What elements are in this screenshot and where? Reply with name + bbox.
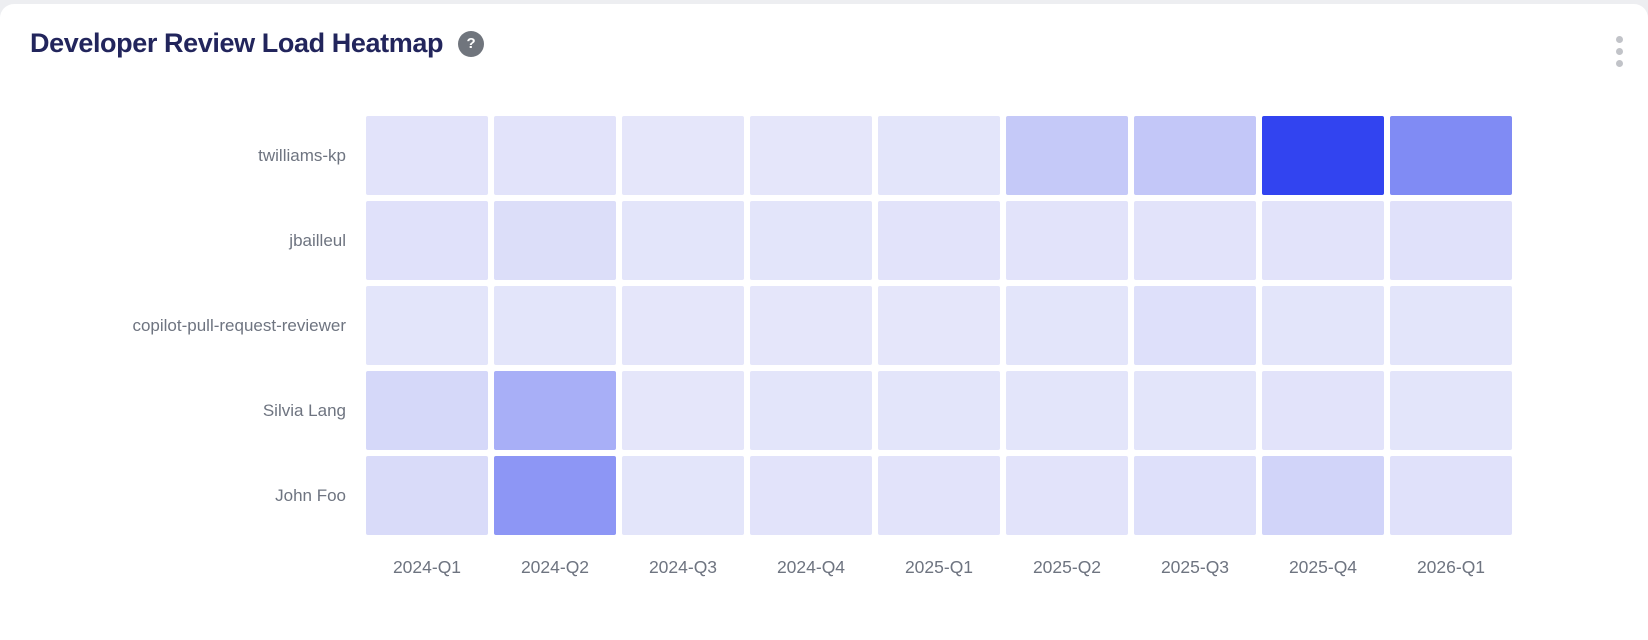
y-axis-label: jbailleul xyxy=(289,230,346,250)
heatmap-cell[interactable] xyxy=(1006,371,1128,450)
heatmap-cell[interactable] xyxy=(1390,371,1512,450)
heatmap-cell[interactable] xyxy=(1390,286,1512,365)
y-axis-label: twilliams-kp xyxy=(258,145,346,165)
heatmap-cell[interactable] xyxy=(878,116,1000,195)
heatmap-cell[interactable] xyxy=(1006,456,1128,535)
heatmap-cell[interactable] xyxy=(366,201,488,280)
heatmap-cell[interactable] xyxy=(622,456,744,535)
y-axis-label: Silvia Lang xyxy=(262,400,346,420)
heatmap-cell[interactable] xyxy=(750,201,872,280)
heatmap-cell[interactable] xyxy=(1390,116,1512,195)
heatmap-cell[interactable] xyxy=(622,116,744,195)
heatmap-cell[interactable] xyxy=(494,371,616,450)
kebab-dot xyxy=(1616,60,1623,67)
heatmap-cell[interactable] xyxy=(750,286,872,365)
x-axis-spacer xyxy=(0,541,360,563)
heatmap-cell[interactable] xyxy=(622,201,744,280)
x-axis-label: 2025-Q4 xyxy=(1288,557,1358,577)
kebab-menu-icon[interactable] xyxy=(1614,34,1625,69)
kebab-dot xyxy=(1616,36,1623,43)
heatmap-cell[interactable] xyxy=(750,456,872,535)
heatmap-cell[interactable] xyxy=(1262,456,1384,535)
x-axis-label: 2026-Q1 xyxy=(1416,557,1486,577)
heatmap-cell[interactable] xyxy=(366,286,488,365)
heatmap-cell[interactable] xyxy=(1390,456,1512,535)
heatmap-cell[interactable] xyxy=(1134,456,1256,535)
heatmap-cell[interactable] xyxy=(1134,286,1256,365)
heatmap-cell[interactable] xyxy=(750,371,872,450)
heatmap-cell[interactable] xyxy=(1134,371,1256,450)
heatmap-grid: twilliams-kp jbailleul copilot-pull-reques… xyxy=(0,116,1518,620)
x-axis-label: 2025-Q1 xyxy=(904,557,974,577)
heatmap-cell[interactable] xyxy=(366,371,488,450)
x-axis-label: 2025-Q3 xyxy=(1160,557,1230,577)
x-axis-label: 2024-Q1 xyxy=(392,557,462,577)
heatmap-cell[interactable] xyxy=(878,286,1000,365)
x-axis-label: 2024-Q2 xyxy=(520,557,590,577)
y-axis-label: copilot-pull-request-reviewer xyxy=(132,315,346,335)
heatmap-cell[interactable] xyxy=(1006,201,1128,280)
heatmap-cell[interactable] xyxy=(878,371,1000,450)
heatmap-cell[interactable] xyxy=(494,201,616,280)
heatmap-cell[interactable] xyxy=(1262,116,1384,195)
heatmap-cell[interactable] xyxy=(1134,116,1256,195)
heatmap-cell[interactable] xyxy=(494,116,616,195)
heatmap-cell[interactable] xyxy=(366,116,488,195)
heatmap-cell[interactable] xyxy=(1390,201,1512,280)
heatmap-cell[interactable] xyxy=(1262,286,1384,365)
card-header: Developer Review Load Heatmap ? xyxy=(30,28,1618,59)
heatmap-cell[interactable] xyxy=(494,456,616,535)
chart-title: Developer Review Load Heatmap xyxy=(30,28,444,58)
x-axis-label: 2024-Q3 xyxy=(648,557,718,577)
heatmap-cell[interactable] xyxy=(878,201,1000,280)
heatmap-cell[interactable] xyxy=(750,116,872,195)
heatmap-cell[interactable] xyxy=(1006,286,1128,365)
heatmap-cell[interactable] xyxy=(366,456,488,535)
heatmap-cell[interactable] xyxy=(878,456,1000,535)
heatmap-cell[interactable] xyxy=(1134,201,1256,280)
heatmap-cell[interactable] xyxy=(622,371,744,450)
y-axis-label: John Foo xyxy=(275,485,346,505)
x-axis-label: 2025-Q2 xyxy=(1032,557,1102,577)
kebab-dot xyxy=(1616,48,1623,55)
heatmap-cell[interactable] xyxy=(1262,371,1384,450)
heatmap-cell[interactable] xyxy=(494,286,616,365)
x-axis-label: 2024-Q4 xyxy=(776,557,846,577)
heatmap-cell[interactable] xyxy=(622,286,744,365)
help-icon[interactable]: ? xyxy=(458,30,485,57)
heatmap-cell[interactable] xyxy=(1006,116,1128,195)
heatmap-cell[interactable] xyxy=(1262,201,1384,280)
